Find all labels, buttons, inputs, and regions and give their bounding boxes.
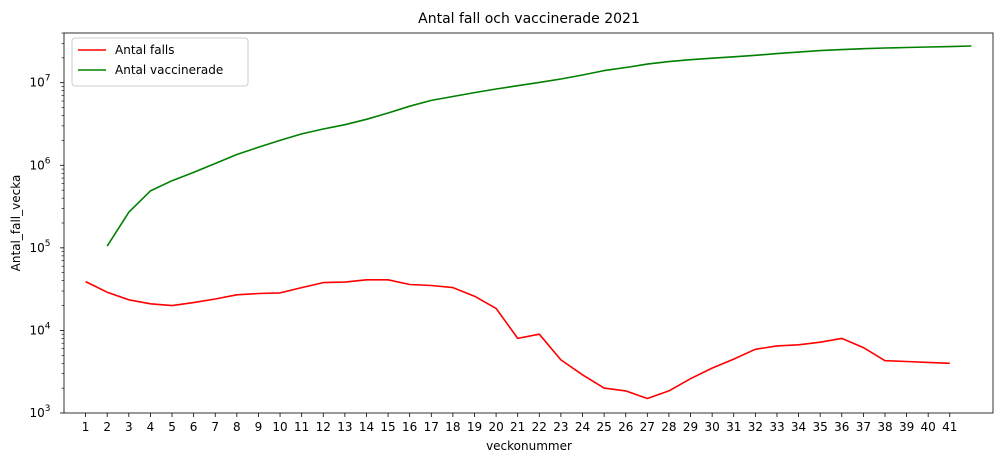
x-tick-label: 3 [125,420,133,434]
x-tick-label: 29 [683,420,698,434]
x-tick-label: 31 [726,420,741,434]
x-tick-label: 23 [553,420,568,434]
x-tick-label: 21 [510,420,525,434]
x-tick-label: 19 [467,420,482,434]
x-tick-label: 16 [402,420,417,434]
x-tick-label: 13 [337,420,352,434]
y-tick-exponent: 5 [45,239,51,249]
x-tick-label: 7 [211,420,219,434]
x-tick-label: 15 [380,420,395,434]
x-tick-label: 27 [640,420,655,434]
legend-label-1: Antal vaccinerade [115,63,223,77]
legend-label-0: Antal falls [115,43,175,57]
x-axis-label: veckonummer [486,439,572,453]
legend: Antal falls Antal vaccinerade [71,37,249,87]
x-tick-label: 37 [856,420,871,434]
y-tick-base: 10 [29,158,44,172]
series-line-0 [85,278,950,400]
x-tick-label: 9 [255,420,263,434]
x-tick-label: 4 [147,420,155,434]
x-tick-label: 40 [921,420,936,434]
x-tick-label: 32 [748,420,763,434]
x-tick-label: 28 [661,420,676,434]
y-tick-label: 106 [29,156,50,172]
x-tick-label: 24 [575,420,590,434]
x-tick-label: 11 [294,420,309,434]
x-tick-label: 33 [769,420,784,434]
x-tick-label: 10 [272,420,287,434]
x-tick-label: 26 [618,420,633,434]
plot-area [63,32,994,414]
x-tick-label: 20 [488,420,503,434]
x-tick-label: 38 [877,420,892,434]
series-lines [85,45,972,400]
x-tick-label: 12 [316,420,331,434]
x-tick-label: 18 [445,420,460,434]
x-tick-label: 2 [103,420,111,434]
x-tick-label: 22 [532,420,547,434]
x-tick-label: 8 [233,420,241,434]
y-tick-base: 10 [29,76,44,90]
y-tick-exponent: 7 [45,74,51,84]
x-tick-label: 17 [424,420,439,434]
x-tick-label: 34 [791,420,806,434]
x-tick-label: 5 [168,420,176,434]
y-tick-label: 104 [29,321,50,337]
y-tick-exponent: 3 [45,404,51,414]
y-tick-label: 105 [29,239,50,255]
x-tick-label: 36 [834,420,849,434]
y-tick-base: 10 [29,241,44,255]
x-tick-label: 35 [813,420,828,434]
legend-box [71,37,249,87]
y-tick-exponent: 6 [45,156,51,166]
x-tick-label: 25 [596,420,611,434]
y-tick-base: 10 [29,406,44,420]
x-tick-label: 6 [190,420,198,434]
x-tick-label: 30 [704,420,719,434]
y-tick-exponent: 4 [45,321,51,331]
y-tick-label: 107 [29,74,50,90]
x-tick-label: 39 [899,420,914,434]
series-line-1 [106,45,972,247]
y-tick-label: 103 [29,404,50,420]
x-axis: 1 2 3 4 5 6 7 8 9 10 11 12 13 14 15 16 17 18 19 20 21 22 23 24 2… [82,413,957,434]
y-axis-label: Antal_fall_vecka [9,175,23,272]
x-tick-label: 14 [359,420,374,434]
x-tick-label: 1 [82,420,90,434]
y-tick-base: 10 [29,323,44,337]
chart-title: Antal fall och vaccinerade 2021 [418,11,640,27]
x-tick-label: 41 [942,420,957,434]
